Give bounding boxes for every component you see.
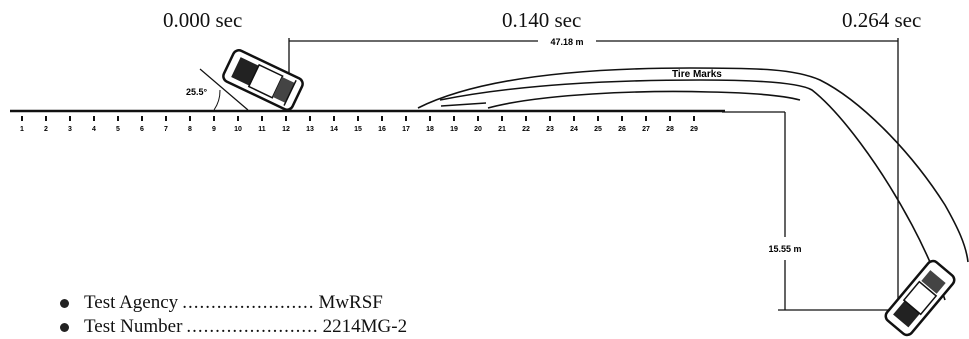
post-number: 29 bbox=[690, 126, 698, 133]
post-number: 9 bbox=[212, 126, 216, 133]
impact-angle-line bbox=[199, 68, 249, 111]
info-value: MwRSF bbox=[318, 292, 383, 313]
post-number: 15 bbox=[354, 126, 362, 133]
post-markers: 1 2 3 4 5 6 7 8 9 10 11 12 13 14 15 16 17 18 19 20 21 22 23 24 2… bbox=[20, 116, 698, 133]
time-label-1: 0.140 sec bbox=[502, 8, 582, 32]
vehicle-at-impact bbox=[222, 49, 304, 111]
info-label: Test Number bbox=[84, 316, 183, 337]
tire-mark-inner-lower bbox=[487, 90, 801, 109]
post-number: 8 bbox=[188, 126, 192, 133]
post-number: 3 bbox=[68, 126, 72, 133]
tire-mark-short bbox=[440, 102, 487, 107]
leader-dots: ....................... bbox=[182, 292, 315, 313]
bullet-icon bbox=[60, 298, 69, 308]
post-number: 21 bbox=[498, 126, 506, 133]
info-label: Test Agency bbox=[84, 292, 179, 313]
info-value: 2214MG-2 bbox=[322, 316, 408, 337]
tire-mark-inner-upper bbox=[439, 79, 946, 301]
post-number: 11 bbox=[258, 126, 266, 133]
vehicle-at-exit bbox=[884, 259, 956, 337]
post-number: 2 bbox=[44, 126, 48, 133]
post-number: 4 bbox=[92, 126, 96, 133]
post-number: 14 bbox=[330, 126, 338, 133]
post-number: 17 bbox=[402, 126, 410, 133]
tire-mark-outer bbox=[417, 67, 969, 263]
post-number: 28 bbox=[666, 126, 674, 133]
post-number: 7 bbox=[164, 126, 168, 133]
post-number: 26 bbox=[618, 126, 626, 133]
info-row-test-number: Test Number ....................... 2214… bbox=[60, 315, 407, 339]
post-number: 1 bbox=[20, 126, 24, 133]
post-number: 27 bbox=[642, 126, 650, 133]
lateral-distance-label: 15.55 m bbox=[768, 244, 801, 254]
leader-dots: ....................... bbox=[186, 316, 319, 337]
post-number: 24 bbox=[570, 126, 578, 133]
post-number: 6 bbox=[140, 126, 144, 133]
post-number: 19 bbox=[450, 126, 458, 133]
info-row-agency: Test Agency ....................... MwRS… bbox=[60, 291, 407, 315]
post-number: 13 bbox=[306, 126, 314, 133]
time-label-2: 0.264 sec bbox=[842, 8, 922, 32]
post-number: 20 bbox=[474, 126, 482, 133]
post-number: 23 bbox=[546, 126, 554, 133]
post-number: 16 bbox=[378, 126, 386, 133]
post-number: 12 bbox=[282, 126, 290, 133]
tire-marks-label: Tire Marks bbox=[672, 69, 722, 80]
impact-angle-arc bbox=[213, 89, 221, 111]
post-number: 10 bbox=[234, 126, 242, 133]
test-info-list: Test Agency ....................... MwRS… bbox=[60, 291, 407, 339]
post-number: 25 bbox=[594, 126, 602, 133]
time-label-0: 0.000 sec bbox=[163, 8, 243, 32]
post-number: 22 bbox=[522, 126, 530, 133]
impact-angle-label: 25.5° bbox=[186, 87, 208, 97]
post-number: 18 bbox=[426, 126, 434, 133]
longitudinal-distance-label: 47.18 m bbox=[550, 37, 583, 47]
bullet-icon bbox=[60, 322, 69, 332]
post-number: 5 bbox=[116, 126, 120, 133]
